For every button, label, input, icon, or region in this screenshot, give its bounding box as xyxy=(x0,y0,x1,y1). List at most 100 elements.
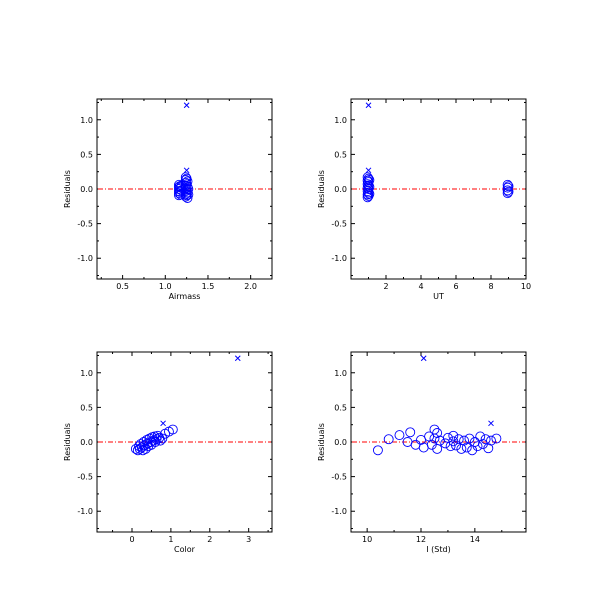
data-point-circle xyxy=(183,184,194,194)
data-point-circle xyxy=(372,445,383,456)
data-point-x xyxy=(365,167,372,174)
x-tick-label: 8 xyxy=(488,282,493,291)
data-point-circle xyxy=(363,180,374,191)
y-tick-label: 0.5 xyxy=(334,150,347,159)
data-point-circle xyxy=(491,433,502,444)
y-tick-label: 1.0 xyxy=(334,369,347,378)
x-axis-label: Color xyxy=(174,545,196,554)
x-tick-label: 10 xyxy=(362,535,372,544)
data-point-circle xyxy=(459,435,470,446)
panel-ut: 2 4 6 8 10 -1.0 -0.5 0.0 0.5 1.0 UT Residuals xyxy=(317,98,531,301)
data-point-circle xyxy=(461,442,472,453)
x-tick-label: 14 xyxy=(470,535,480,544)
x-tick-label: 1.0 xyxy=(159,282,172,291)
data-point-x xyxy=(365,102,372,109)
x-tick-label: 2.0 xyxy=(244,282,257,291)
y-axis-label: Residuals xyxy=(317,170,326,208)
data-point-x xyxy=(420,355,427,362)
x-tick-label: 6 xyxy=(453,282,458,291)
x-tick-label: 4 xyxy=(418,282,423,291)
data-point-circle xyxy=(451,440,461,451)
data-point-circle xyxy=(502,182,513,193)
x-tick-label: 12 xyxy=(416,535,426,544)
data-point-circle xyxy=(167,424,178,435)
y-tick-label: 1.0 xyxy=(80,369,93,378)
data-point-circle xyxy=(180,172,191,183)
data-point-circle xyxy=(363,173,374,184)
y-tick-label: -1.0 xyxy=(331,254,347,263)
y-tick-label: -0.5 xyxy=(331,473,347,482)
data-point-circle xyxy=(362,179,373,190)
data-point-x xyxy=(488,420,494,427)
y-axis-label: Residuals xyxy=(63,423,72,461)
x-tick-label: 1 xyxy=(168,535,173,544)
y-tick-label: 1.0 xyxy=(334,116,347,125)
data-point-circle xyxy=(183,189,194,200)
y-axis-label: Residuals xyxy=(63,170,72,208)
y-tick-label: 0.0 xyxy=(80,438,93,447)
x-tick-label: 2 xyxy=(207,535,212,544)
data-point-circle xyxy=(502,185,513,196)
x-tick-label: 0 xyxy=(129,535,134,544)
data-point-circle xyxy=(180,175,191,185)
x-axis-label: UT xyxy=(433,292,444,301)
y-tick-label: -0.5 xyxy=(331,220,347,229)
x-tick-label: 10 xyxy=(521,282,531,291)
data-point-x xyxy=(183,102,190,109)
data-point-circle xyxy=(480,434,491,445)
data-point-circle xyxy=(364,175,375,185)
data-point-circle xyxy=(383,434,394,445)
data-point-circle xyxy=(155,435,166,446)
data-point-circle xyxy=(502,179,513,190)
data-point-circle xyxy=(464,433,475,444)
data-point-circle xyxy=(362,172,373,183)
data-point-circle xyxy=(180,191,191,202)
data-point-circle xyxy=(363,177,374,188)
x-tick-label: 1.5 xyxy=(202,282,215,291)
x-tick-label: 2 xyxy=(383,282,388,291)
data-point-circle xyxy=(503,186,514,197)
data-point-circle xyxy=(416,434,426,445)
y-axis-label: Residuals xyxy=(317,423,326,461)
x-axis-label: I (Std) xyxy=(426,545,450,554)
data-point-circle xyxy=(429,433,440,444)
data-point-circle xyxy=(157,433,168,444)
data-point-circle xyxy=(432,428,443,438)
x-tick-label: 0.5 xyxy=(116,282,129,291)
y-tick-label: -1.0 xyxy=(77,254,93,263)
data-point-circle xyxy=(405,427,416,438)
y-tick-label: -1.0 xyxy=(331,507,347,516)
data-point-circle xyxy=(440,438,451,449)
data-point-circle xyxy=(182,187,193,198)
data-point-circle xyxy=(180,177,191,188)
data-point-circle xyxy=(363,187,374,198)
y-tick-label: 0.0 xyxy=(80,185,93,194)
data-point-circle xyxy=(364,181,375,192)
data-point-circle xyxy=(364,188,375,199)
data-point-circle xyxy=(182,176,193,187)
y-tick-label: 0.5 xyxy=(80,150,93,159)
data-point-circle xyxy=(152,430,163,441)
y-tick-label: -0.5 xyxy=(77,220,93,229)
y-tick-label: 1.0 xyxy=(80,116,93,125)
data-point-circle xyxy=(182,181,193,192)
data-point-circle xyxy=(502,188,513,199)
y-tick-label: 0.5 xyxy=(80,403,93,412)
data-point-circle xyxy=(503,181,514,192)
data-point-circle xyxy=(483,443,494,454)
data-point-circle xyxy=(394,430,405,441)
data-point-circle xyxy=(475,431,486,442)
panel-color: 0 1 2 3 -1.0 -0.5 0.0 0.5 1.0 Color Residuals xyxy=(63,351,273,554)
data-point-x xyxy=(183,167,190,174)
data-point-x xyxy=(234,355,241,362)
x-axis-label: Airmass xyxy=(169,292,201,301)
x-tick-label: 3 xyxy=(246,535,251,544)
data-point-circle xyxy=(445,441,456,452)
data-point-circle xyxy=(472,441,483,452)
data-point-circle xyxy=(180,180,191,191)
data-point-x xyxy=(160,420,166,427)
y-tick-label: 0.0 xyxy=(334,185,347,194)
data-point-circle xyxy=(180,186,191,197)
data-point-circle xyxy=(486,435,496,446)
